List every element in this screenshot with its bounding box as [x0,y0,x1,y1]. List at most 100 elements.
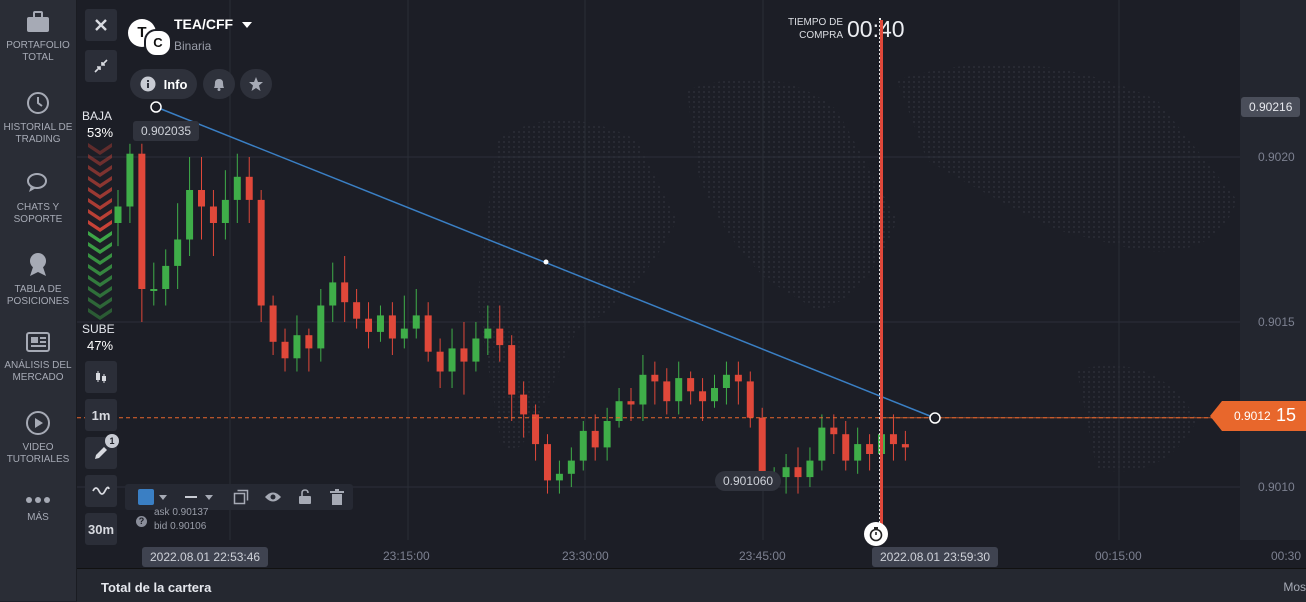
sidebar-item-more[interactable]: MÁS [0,494,76,524]
favorite-button[interactable] [240,69,272,99]
chart-type-button[interactable] [85,361,117,393]
candle-body [830,427,838,435]
indicators-button[interactable] [85,475,117,507]
trendline-mid-handle [543,259,549,265]
candle-body [233,176,241,200]
asset-logo: T C [128,17,172,57]
chart-area[interactable]: 0.90216 0.9020 0.9015 0.9010 0.9012 15 T… [77,0,1306,568]
interval-button[interactable]: 30m [85,513,117,545]
help-icon[interactable]: ? [136,516,147,527]
candle-body [579,430,587,461]
candle-body [114,206,122,223]
candle [186,157,194,256]
pencil-icon [95,447,107,459]
close-button[interactable] [85,9,117,41]
info-icon [140,76,156,92]
sidebar-item-label: TUTORIALES [6,454,70,465]
candle [866,434,874,471]
candle-body [603,421,611,448]
chevron-down-icon [205,494,213,500]
stopwatch-icon[interactable] [864,522,888,546]
candle [138,143,146,322]
sidebar-item-portfolio[interactable]: PORTAFOLIO TOTAL [0,10,76,64]
collapse-button[interactable] [85,50,117,82]
candle-body [758,417,766,478]
candle-body [734,374,742,382]
portfolio-bar[interactable]: Total de la cartera Mos [77,568,1306,602]
asset-selector[interactable]: TEA/CFF [174,16,252,34]
candle-body [221,199,229,223]
play-icon [26,411,50,435]
timeframe-button[interactable]: 1m [85,399,117,431]
candle [484,305,492,355]
trendline-mid-label: 0.901060 [715,471,782,491]
delete-button[interactable] [327,486,347,508]
show-more-link[interactable]: Mos [1283,580,1306,594]
trendline-start-label: 0.902035 [133,121,200,141]
color-swatch [137,489,154,505]
sidebar-item-history[interactable]: HISTORIAL DE TRADING [0,90,76,146]
line-color-picker[interactable] [134,486,170,508]
sidebar-item-label: HISTORIAL DE [3,122,73,133]
sentiment-chevron-down [88,154,112,166]
sidebar-item-market-analysis[interactable]: ANÁLISIS DEL MERCADO [0,330,76,384]
history-icon [27,92,49,114]
candle-body [341,282,349,303]
candlestick-chart [77,0,1298,540]
asset-logo-letter-c: C [144,29,172,57]
sidebar-item-label: SOPORTE [13,214,63,225]
candle-body [496,328,504,346]
candle-body [269,305,277,342]
candle [532,404,540,461]
sentiment-down-label: BAJA [82,109,113,123]
sidebar-item-chat[interactable]: CHATS Y SOPORTE [0,170,76,226]
candle-body [806,460,814,478]
candle [543,434,551,494]
left-sidebar: PORTAFOLIO TOTAL HISTORIAL DE TRADING CH… [0,0,77,601]
candle [722,361,730,405]
candle-body [376,315,384,332]
candle-body [543,444,551,481]
candle [329,262,337,322]
sentiment-chevron-down [88,143,112,155]
candle [293,315,301,372]
close-icon [95,19,107,31]
candle [174,203,182,289]
sidebar-item-leaderboard[interactable]: TABLA DE POSICIONES [0,250,76,308]
candle [388,302,396,355]
line-style-picker[interactable] [181,486,217,508]
candle-body [663,381,671,402]
lock-button[interactable] [295,486,315,508]
info-button[interactable]: Info [130,69,197,99]
timer-value: 00:40 [847,16,905,42]
sidebar-item-label: VIDEO [22,442,54,453]
sidebar-item-video-tutorials[interactable]: VIDEO TUTORIALES [0,410,76,466]
candle-body [209,206,217,223]
candle-body [687,378,695,392]
star-icon [249,77,263,91]
candle [436,338,444,388]
price-axis [1240,0,1306,540]
info-label: Info [163,76,188,92]
sentiment-chevron-up [88,242,112,254]
candle [889,414,897,461]
candle-body [245,176,253,200]
candle-body [639,374,647,405]
timer-label: TIEMPO DE [787,17,843,28]
medal-icon [30,253,46,276]
candle [734,361,742,405]
candle [520,381,528,438]
alerts-button[interactable] [203,69,235,99]
eye-icon [265,492,281,502]
unlock-icon [299,489,311,504]
visibility-button[interactable] [263,486,283,508]
price-tick-label: 0.9015 [1258,315,1295,329]
duplicate-button[interactable] [231,486,251,508]
current-price-tail: 15 [1276,405,1297,425]
trendline-end-handle [929,412,941,424]
candles-icon [96,371,106,383]
line-style-icon [185,496,197,498]
candle [651,361,659,405]
candle-body [711,388,718,402]
candle [782,454,790,494]
